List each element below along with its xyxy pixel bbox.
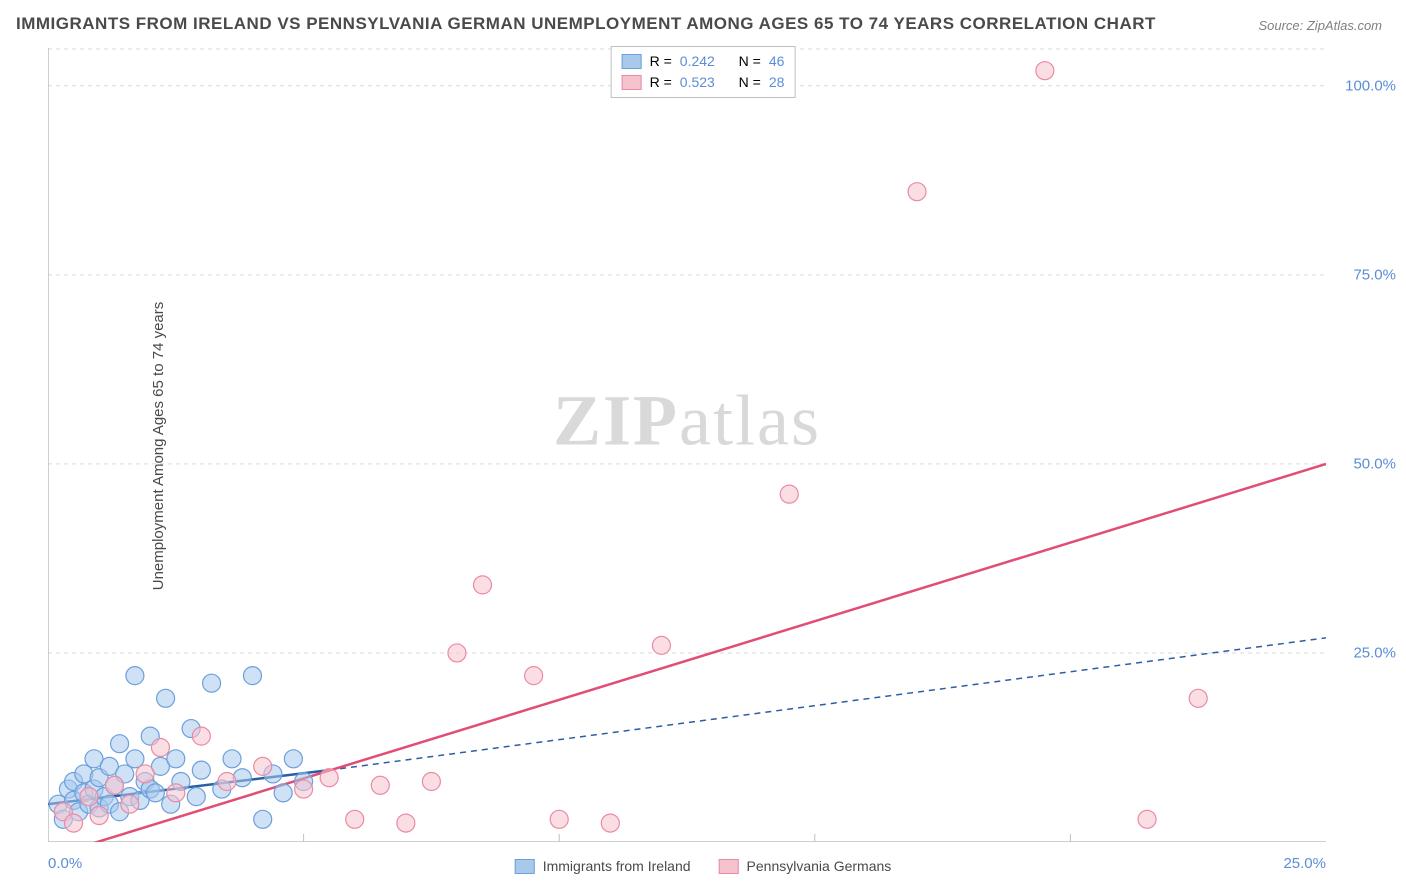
legend-swatch-ireland: [515, 859, 535, 874]
r-label: R =: [650, 51, 672, 72]
legend-label: Pennsylvania Germans: [747, 858, 892, 874]
legend-swatch-penngerman: [719, 859, 739, 874]
source-attribution: Source: ZipAtlas.com: [1258, 18, 1382, 33]
legend-item: Pennsylvania Germans: [719, 858, 892, 874]
y-axis-tick: 75.0%: [1353, 266, 1396, 283]
x-axis-tick-min: 0.0%: [48, 855, 82, 872]
r-label: R =: [650, 72, 672, 93]
legend-label: Immigrants from Ireland: [543, 858, 691, 874]
n-value: 28: [769, 72, 785, 93]
r-value: 0.523: [680, 72, 715, 93]
legend-row: R = 0.523 N = 28: [622, 72, 785, 93]
series-legend: Immigrants from Ireland Pennsylvania Ger…: [515, 858, 892, 874]
y-axis-tick: 50.0%: [1353, 455, 1396, 472]
legend-swatch-ireland: [622, 54, 642, 69]
n-label: N =: [739, 72, 761, 93]
n-value: 46: [769, 51, 785, 72]
r-value: 0.242: [680, 51, 715, 72]
correlation-legend: R = 0.242 N = 46 R = 0.523 N = 28: [611, 46, 796, 98]
y-axis-tick: 100.0%: [1345, 77, 1396, 94]
legend-row: R = 0.242 N = 46: [622, 51, 785, 72]
plot-area: ZIPatlas: [48, 48, 1326, 842]
scatter-plot-svg: [48, 48, 1326, 842]
legend-item: Immigrants from Ireland: [515, 858, 691, 874]
y-axis-tick: 25.0%: [1353, 644, 1396, 661]
chart-title: IMMIGRANTS FROM IRELAND VS PENNSYLVANIA …: [16, 14, 1156, 34]
x-axis-tick-max: 25.0%: [1283, 855, 1326, 872]
n-label: N =: [739, 51, 761, 72]
legend-swatch-penngerman: [622, 75, 642, 90]
